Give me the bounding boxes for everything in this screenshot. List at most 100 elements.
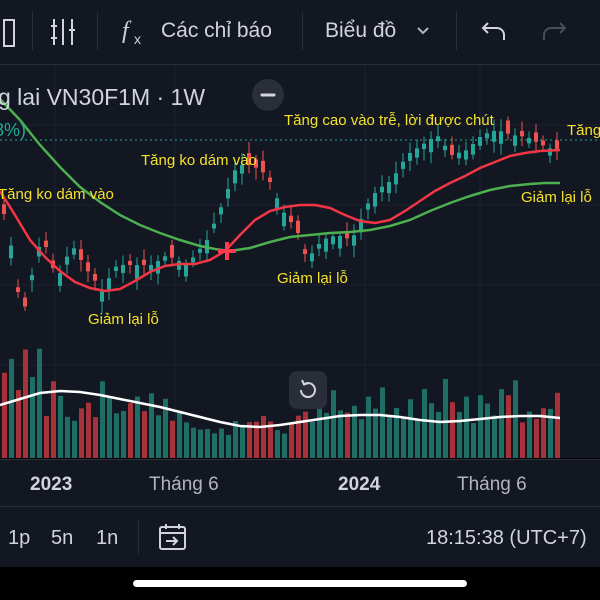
candle-body	[520, 130, 524, 137]
x-tick-label: 2023	[30, 474, 73, 495]
volume-bar	[86, 402, 91, 458]
candle-body	[212, 223, 216, 229]
chart-type-button[interactable]: Biểu đồ	[325, 19, 397, 42]
volume-bar	[408, 399, 413, 458]
candle-body	[534, 132, 538, 142]
candle-body	[527, 138, 531, 144]
candle-body	[471, 144, 475, 155]
candle-body	[149, 265, 153, 271]
candle-body	[296, 220, 300, 233]
candle-body	[184, 264, 188, 277]
volume-bar	[184, 422, 189, 458]
volume-bar	[478, 395, 483, 458]
candle-body	[177, 261, 181, 270]
annotation-text[interactable]: Tăng ko dám vào	[0, 186, 114, 203]
ma-fast-line	[0, 148, 561, 293]
volume-bar	[114, 413, 119, 458]
toolbar-divider	[97, 12, 98, 50]
volume-bar	[205, 429, 210, 458]
volume-bar	[226, 434, 231, 458]
redo-icon[interactable]	[540, 18, 568, 44]
volume-bar	[44, 416, 49, 458]
candle-body	[436, 136, 440, 142]
volume-bar	[373, 408, 378, 458]
volume-bar	[317, 398, 322, 458]
candle-body	[443, 145, 447, 151]
bottom-toolbar: 1p 5n 1n 18:15:38 (UTC+7)	[0, 506, 600, 567]
svg-text:x: x	[134, 31, 141, 47]
minus-icon	[260, 93, 276, 97]
go-to-date-icon[interactable]	[157, 522, 189, 554]
candle-body	[464, 150, 468, 160]
candle-body	[72, 248, 76, 255]
annotation-text[interactable]: Giảm lại lỗ	[88, 311, 159, 328]
volume-bar	[436, 411, 441, 458]
candle-body	[303, 249, 307, 254]
volume-bar	[149, 393, 154, 458]
candle-body	[79, 249, 83, 260]
candle-body	[9, 245, 13, 259]
price-chart[interactable]	[0, 65, 600, 458]
candle-body	[541, 140, 545, 146]
volume-bar	[16, 390, 21, 458]
candle-body	[373, 193, 377, 207]
chevron-down-icon[interactable]	[416, 26, 430, 36]
candle-body	[142, 259, 146, 265]
volume-bar	[450, 402, 455, 458]
candle-body	[163, 256, 167, 261]
volume-bar	[177, 412, 182, 458]
annotation-text[interactable]: Giảm lại lỗ	[277, 270, 348, 287]
volume-bar	[198, 429, 203, 458]
volume-bar	[219, 428, 224, 458]
volume-bar	[387, 417, 392, 458]
candle-body	[114, 266, 118, 271]
bars-icon[interactable]	[0, 18, 22, 48]
volume-bar	[261, 415, 266, 458]
volume-bar	[506, 395, 511, 458]
undo-icon[interactable]	[480, 18, 508, 44]
annotation-text[interactable]: Giảm lại lỗ	[521, 189, 592, 206]
volume-bar	[30, 377, 35, 458]
symbol-title[interactable]: g lai VN30F1M · 1W	[0, 84, 206, 110]
annotation-text[interactable]: Tăng ko dám vào	[141, 152, 257, 169]
collapse-legend-button[interactable]	[252, 79, 284, 111]
candle-body	[240, 165, 244, 174]
clock-timezone[interactable]: 18:15:38 (UTC+7)	[426, 527, 587, 549]
toolbar-divider	[32, 12, 33, 50]
candle-body	[450, 144, 454, 155]
volume-bar	[443, 379, 448, 458]
candle-body	[247, 153, 251, 165]
annotation-text[interactable]: Tăng	[567, 122, 600, 139]
candle-body	[289, 215, 293, 222]
candle-body	[44, 240, 48, 247]
annotation-text[interactable]: Tăng cao vào trễ, lời được chút	[284, 112, 494, 129]
volume-bar	[331, 390, 336, 458]
volume-bar	[142, 411, 147, 458]
volume-bar	[492, 415, 497, 458]
timeframe-button[interactable]: 1n	[96, 527, 119, 549]
candle-body	[394, 173, 398, 185]
candle-body	[23, 297, 27, 307]
volume-bar	[548, 408, 553, 458]
reset-chart-button[interactable]	[289, 371, 327, 409]
candle-body	[2, 204, 6, 214]
volume-bar	[352, 405, 357, 458]
candle-body	[429, 139, 433, 153]
indicators-button[interactable]: Các chỉ báo	[161, 19, 272, 42]
candle-body	[93, 274, 97, 281]
volume-bar	[429, 403, 434, 458]
timeframe-button[interactable]: 1p	[8, 527, 31, 549]
volume-bar	[520, 422, 525, 458]
candle-body	[261, 160, 265, 173]
compare-symbol-icon[interactable]	[48, 16, 78, 48]
time-axis[interactable]: 2023 Tháng 6 2024 Tháng 6	[0, 459, 600, 506]
volume-bar	[37, 348, 42, 458]
function-fx-icon[interactable]: f x	[122, 16, 150, 48]
timeframe-button[interactable]: 5n	[51, 527, 74, 549]
volume-bar	[394, 407, 399, 458]
volume-bar	[289, 423, 294, 458]
candle-body	[65, 256, 69, 265]
volume-bar	[107, 398, 112, 458]
volume-bar	[534, 418, 539, 458]
candle-body	[345, 232, 349, 239]
